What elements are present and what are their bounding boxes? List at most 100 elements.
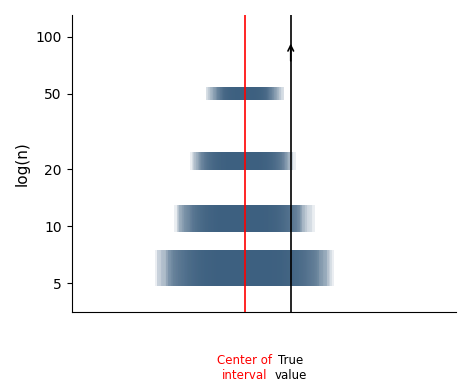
Bar: [227, 250, 229, 287]
Bar: [269, 250, 271, 287]
Bar: [218, 205, 219, 232]
Bar: [289, 205, 290, 232]
Bar: [267, 152, 268, 170]
Bar: [280, 152, 281, 170]
Bar: [217, 152, 218, 170]
Bar: [282, 152, 283, 170]
Bar: [173, 250, 174, 287]
Bar: [273, 250, 274, 287]
Bar: [174, 205, 175, 232]
Bar: [278, 205, 279, 232]
Bar: [299, 205, 300, 232]
Bar: [192, 250, 194, 287]
Bar: [236, 152, 237, 170]
Bar: [272, 87, 273, 100]
Bar: [276, 250, 278, 287]
Bar: [203, 250, 204, 287]
Bar: [262, 87, 263, 100]
Bar: [214, 87, 215, 100]
Bar: [236, 87, 237, 100]
Bar: [223, 205, 225, 232]
Bar: [237, 87, 238, 100]
Bar: [220, 152, 221, 170]
Bar: [294, 250, 296, 287]
Bar: [260, 205, 261, 232]
Bar: [322, 250, 323, 287]
Bar: [213, 250, 214, 287]
Bar: [260, 152, 261, 170]
Bar: [245, 87, 246, 100]
Bar: [248, 87, 249, 100]
Bar: [238, 205, 239, 232]
Bar: [266, 205, 267, 232]
Bar: [275, 152, 276, 170]
Bar: [279, 152, 280, 170]
Bar: [207, 152, 208, 170]
Bar: [206, 152, 207, 170]
Bar: [282, 152, 283, 170]
Bar: [293, 250, 295, 287]
Bar: [258, 87, 259, 100]
Bar: [199, 250, 201, 287]
Bar: [250, 250, 252, 287]
Bar: [215, 250, 216, 287]
Bar: [234, 205, 235, 232]
Bar: [165, 250, 167, 287]
Bar: [217, 87, 218, 100]
Bar: [265, 205, 266, 232]
Bar: [276, 250, 277, 287]
Bar: [205, 152, 206, 170]
Bar: [250, 87, 251, 100]
Bar: [278, 152, 279, 170]
Bar: [203, 152, 204, 170]
Bar: [253, 152, 254, 170]
Bar: [262, 205, 263, 232]
Bar: [311, 250, 313, 287]
Bar: [216, 205, 217, 232]
Bar: [288, 205, 289, 232]
Bar: [239, 250, 241, 287]
Bar: [191, 205, 192, 232]
Bar: [224, 205, 226, 232]
Bar: [218, 152, 219, 170]
Bar: [311, 250, 313, 287]
Bar: [264, 87, 265, 100]
Bar: [216, 152, 217, 170]
Bar: [301, 205, 302, 232]
Bar: [160, 250, 162, 287]
Bar: [211, 152, 212, 170]
Bar: [251, 152, 252, 170]
Bar: [270, 152, 271, 170]
Bar: [255, 87, 256, 100]
Bar: [232, 152, 233, 170]
Bar: [199, 205, 200, 232]
Bar: [248, 205, 249, 232]
Bar: [284, 205, 285, 232]
Bar: [290, 205, 291, 232]
Bar: [208, 205, 209, 232]
Bar: [257, 152, 258, 170]
Bar: [216, 250, 218, 287]
Bar: [233, 250, 235, 287]
Bar: [243, 87, 244, 100]
Bar: [198, 205, 199, 232]
Bar: [205, 152, 206, 170]
Bar: [222, 205, 223, 232]
Bar: [233, 87, 234, 100]
Bar: [206, 152, 207, 170]
Bar: [198, 205, 200, 232]
Bar: [227, 205, 228, 232]
Bar: [201, 205, 202, 232]
Bar: [260, 152, 261, 170]
Bar: [266, 205, 267, 232]
Bar: [252, 205, 254, 232]
Bar: [275, 205, 276, 232]
Bar: [232, 87, 233, 100]
Bar: [209, 152, 210, 170]
Bar: [231, 152, 232, 170]
Bar: [260, 205, 261, 232]
Bar: [236, 152, 237, 170]
Bar: [218, 87, 219, 100]
Bar: [183, 205, 184, 232]
Bar: [229, 87, 230, 100]
